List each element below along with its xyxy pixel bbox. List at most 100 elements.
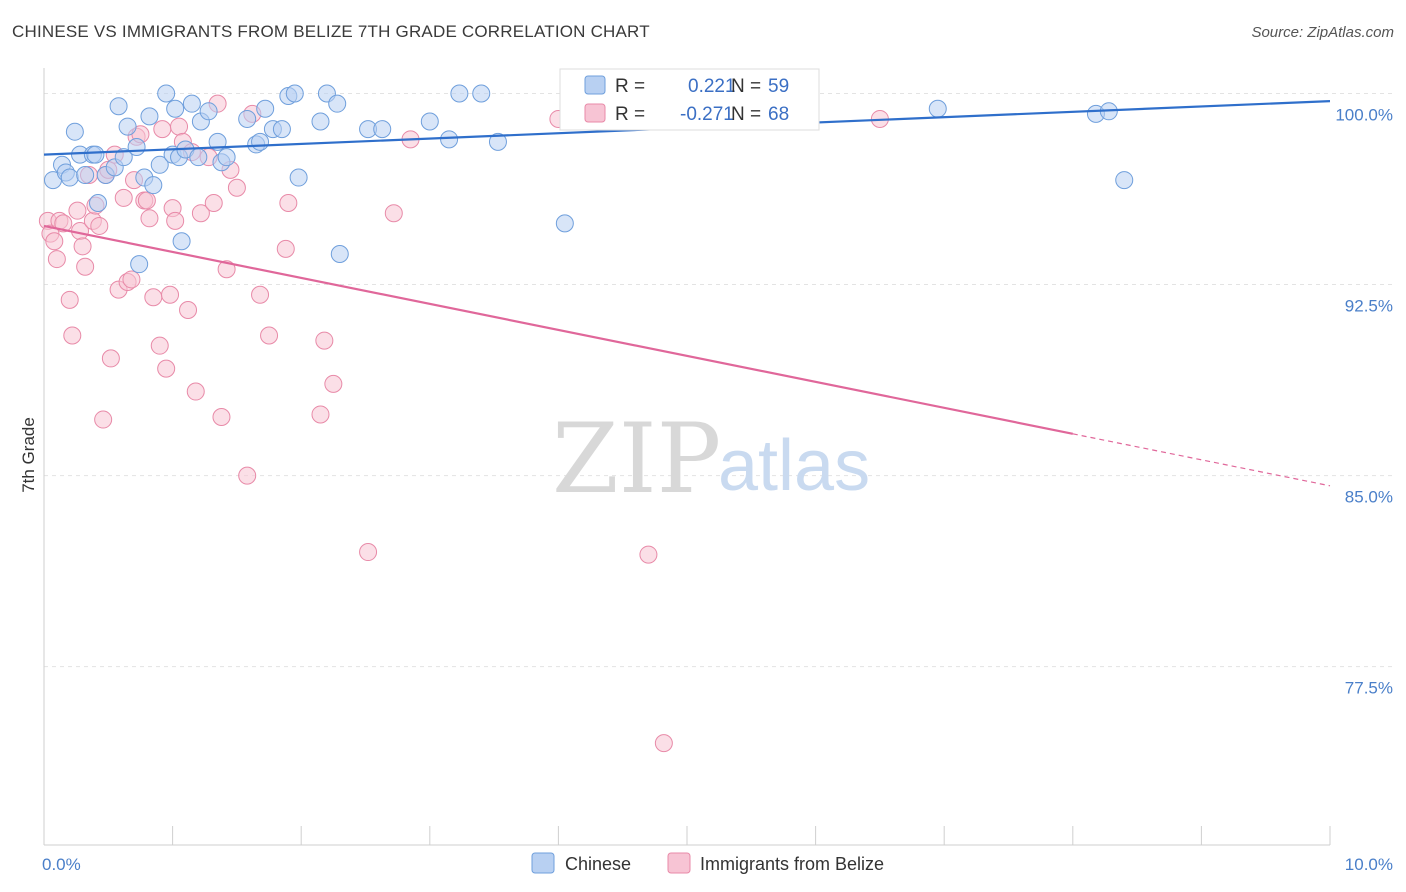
belize-point-22 (114, 188, 133, 207)
chinese-point-25 (172, 232, 191, 251)
legend-belize-swatch (584, 103, 606, 123)
chinese-point-48 (373, 120, 392, 139)
belize-point-24 (122, 270, 141, 289)
belize-point-30 (140, 209, 159, 228)
belize-point-33 (153, 120, 172, 139)
belize-point-61 (384, 204, 403, 223)
belize-point-53 (251, 285, 270, 304)
chinese-point-19 (144, 176, 163, 195)
belize-point-2 (45, 232, 64, 251)
belize-point-32 (150, 336, 169, 355)
chinese-point-12 (109, 97, 128, 116)
belize-point-40 (179, 301, 198, 320)
chinese-point-18 (140, 107, 159, 126)
gridlines (44, 92, 1392, 668)
chinese-point-13 (114, 148, 133, 167)
x-tick-label-0: 0.0% (42, 855, 81, 874)
belize-trendline (43, 224, 1074, 435)
belize-point-11 (76, 257, 95, 276)
chinese-point-34 (238, 109, 257, 128)
chinese-point-20 (150, 155, 169, 174)
belize-point-8 (68, 201, 87, 220)
x-ticks (43, 826, 1331, 845)
belize-point-42 (186, 382, 205, 401)
chinese-point-45 (328, 94, 347, 113)
watermark-atlas: atlas (718, 426, 870, 506)
belize-point-5 (54, 214, 73, 233)
chinese-point-58 (1115, 171, 1134, 190)
belize-point-47 (212, 408, 231, 427)
chinese-point-53 (488, 132, 507, 151)
y-tick-label-0: 100.0% (1335, 105, 1393, 124)
chinese-point-33 (217, 148, 236, 167)
chinese-point-42 (289, 168, 308, 187)
belize-point-34 (157, 359, 176, 378)
belize-point-65 (639, 545, 658, 564)
bottom-legend: Chinese Immigrants from Belize (531, 852, 884, 874)
bottom-legend-chinese-swatch (531, 852, 555, 874)
chinese-point-16 (130, 255, 149, 274)
legend-belize-n-value: 68 (768, 104, 789, 125)
series-chinese-points (44, 84, 1134, 274)
legend-belize-n-label: N = (731, 104, 761, 125)
belize-point-7 (63, 326, 82, 345)
belize-point-43 (191, 204, 210, 223)
chinese-point-52 (472, 84, 491, 103)
belize-point-54 (260, 326, 279, 345)
chinese-point-27 (182, 94, 201, 113)
watermark: ZIP atlas (552, 403, 870, 515)
legend-chinese-swatch (584, 75, 606, 95)
belize-point-31 (144, 288, 163, 307)
chinese-point-28 (189, 148, 208, 167)
legend-belize-r-label: R = (615, 104, 645, 125)
chinese-point-51 (450, 84, 469, 103)
legend-box: R = 0.221 N = 59 R = -0.271 N = 68 (559, 68, 820, 131)
legend-belize-r-value: -0.271 (680, 104, 734, 125)
chinese-point-8 (86, 145, 105, 164)
belize-point-55 (276, 239, 295, 258)
chart-title: CHINESE VS IMMIGRANTS FROM BELIZE 7TH GR… (12, 22, 650, 41)
belize-point-57 (311, 405, 330, 424)
chinese-point-39 (272, 120, 291, 139)
belize-point-10 (73, 237, 92, 256)
bottom-legend-chinese-label: Chinese (565, 854, 631, 874)
belize-point-60 (359, 543, 378, 562)
belize-point-58 (315, 331, 334, 350)
y-axis-label: 7th Grade (19, 417, 38, 493)
belize-point-48 (217, 260, 236, 279)
belize-point-19 (101, 349, 120, 368)
belize-point-66 (654, 734, 673, 753)
chinese-point-6 (76, 165, 95, 184)
chinese-point-21 (157, 84, 176, 103)
chinese-point-46 (330, 244, 349, 263)
chinese-point-50 (440, 130, 459, 149)
bottom-legend-belize-swatch (667, 852, 691, 874)
y-tick-label-1: 92.5% (1345, 297, 1393, 316)
belize-point-6 (60, 290, 79, 309)
chinese-point-3 (60, 168, 79, 187)
y-tick-label-2: 85.0% (1345, 488, 1393, 507)
legend-chinese-n-label: N = (731, 76, 761, 97)
x-tick-label-1: 10.0% (1345, 855, 1393, 874)
chinese-point-49 (420, 112, 439, 131)
y-tick-label-3: 77.5% (1345, 679, 1393, 698)
chinese-point-4 (65, 122, 84, 141)
belize-point-37 (166, 211, 185, 230)
belize-point-35 (161, 285, 180, 304)
bottom-legend-belize-label: Immigrants from Belize (700, 854, 884, 874)
belize-point-45 (204, 194, 223, 213)
belize-point-3 (47, 250, 66, 269)
chinese-point-23 (166, 99, 185, 118)
belize-point-15 (90, 216, 109, 235)
belize-point-16 (94, 410, 113, 429)
chinese-point-30 (199, 102, 218, 121)
chinese-point-36 (251, 132, 270, 151)
belize-point-38 (170, 117, 189, 136)
legend-chinese-n-value: 59 (768, 76, 789, 97)
legend-chinese-r-value: 0.221 (688, 76, 736, 97)
chinese-point-55 (928, 99, 947, 118)
series-belize-points (38, 94, 889, 753)
chinese-point-15 (127, 137, 146, 156)
chinese-point-37 (256, 99, 275, 118)
